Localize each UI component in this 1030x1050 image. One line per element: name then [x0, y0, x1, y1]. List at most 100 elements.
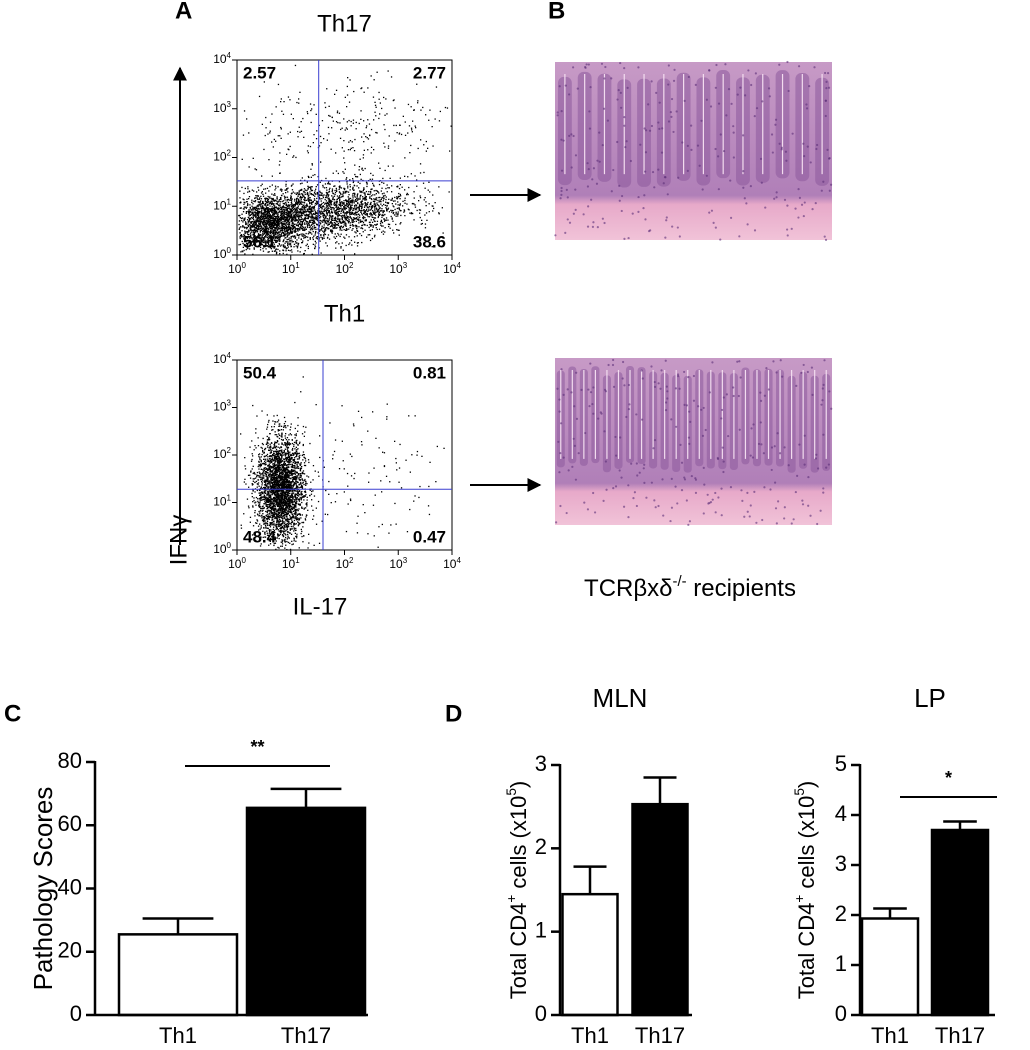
nucleus	[680, 461, 684, 464]
cell-dot	[359, 220, 362, 223]
cell-dot	[349, 222, 351, 224]
cell-dot	[388, 198, 390, 200]
cell-dot	[274, 507, 277, 509]
cell-dot	[326, 209, 329, 211]
cell-dot	[302, 213, 304, 215]
nucleus	[558, 398, 561, 401]
cell-dot	[365, 210, 367, 212]
nucleus	[729, 216, 733, 220]
cell-dot	[404, 202, 406, 204]
cell-dot	[318, 229, 320, 231]
cell-dot	[300, 130, 303, 132]
cell-dot	[362, 189, 364, 192]
nucleus	[770, 446, 774, 449]
nucleus	[746, 491, 749, 494]
nucleus	[819, 509, 822, 512]
cell-dot	[308, 200, 310, 202]
cell-dot	[314, 244, 316, 246]
nucleus	[744, 94, 747, 97]
cell-dot	[419, 163, 422, 165]
cell-dot	[273, 468, 275, 470]
cell-dot	[343, 224, 345, 226]
cell-dot	[277, 231, 279, 233]
cell-dot	[343, 192, 345, 194]
cell-dot	[287, 219, 289, 222]
cell-dot	[295, 219, 298, 222]
cell-dot	[252, 226, 254, 228]
nucleus	[702, 406, 705, 410]
cell-dot	[317, 202, 319, 204]
cell-dot	[352, 223, 354, 226]
cell-dot	[313, 191, 316, 194]
cell-dot	[257, 210, 259, 212]
cell-dot	[379, 199, 381, 201]
cell-dot	[252, 230, 255, 232]
text-part: 10	[282, 262, 296, 276]
cell-dot	[279, 217, 281, 220]
cell-dot	[351, 244, 353, 246]
cell-dot	[289, 226, 292, 228]
cell-dot	[349, 210, 351, 212]
nucleus	[637, 66, 640, 69]
cell-dot	[320, 200, 322, 202]
cell-dot	[268, 251, 270, 253]
cell-dot	[342, 249, 344, 251]
cell-dot	[339, 226, 341, 229]
cell-dot	[355, 220, 357, 222]
cell-dot	[271, 228, 273, 230]
cell-dot	[301, 207, 303, 209]
cell-dot	[324, 102, 326, 104]
cell-dot	[273, 221, 275, 223]
cell-dot	[284, 220, 286, 223]
cell-dot	[251, 213, 253, 215]
cell-dot	[335, 187, 337, 190]
cell-dot	[307, 175, 309, 178]
cell-dot	[323, 227, 325, 229]
cell-dot	[270, 221, 272, 223]
cell-dot	[277, 224, 280, 227]
nucleus	[618, 184, 621, 187]
cell-dot	[372, 226, 374, 228]
nucleus	[683, 370, 686, 374]
nucleus	[574, 478, 578, 481]
cell-dot	[341, 242, 343, 244]
cell-dot	[279, 135, 281, 137]
cell-dot	[316, 202, 318, 204]
cell-dot	[300, 215, 302, 217]
cell-dot	[296, 214, 298, 216]
cell-dot	[417, 147, 419, 150]
cell-dot	[386, 208, 388, 210]
cell-dot	[377, 216, 379, 219]
panel-label: A	[175, 0, 192, 24]
nucleus	[635, 504, 638, 508]
cell-dot	[287, 249, 290, 251]
cell-dot	[350, 204, 352, 206]
cell-dot	[273, 226, 276, 229]
cell-dot	[280, 213, 282, 215]
cell-dot	[424, 227, 427, 229]
cell-dot	[275, 513, 277, 515]
cell-dot	[276, 198, 278, 200]
cell-dot	[353, 204, 356, 207]
cell-dot	[275, 216, 277, 218]
cell-dot	[401, 186, 403, 188]
nucleus	[662, 182, 665, 185]
cell-dot	[286, 205, 288, 208]
cell-dot	[273, 208, 276, 210]
cell-dot	[254, 235, 256, 237]
cell-dot	[378, 212, 380, 214]
cell-dot	[300, 209, 303, 211]
cell-dot	[367, 193, 369, 195]
cell-dot	[276, 196, 278, 198]
cell-dot	[328, 218, 330, 220]
cell-dot	[284, 228, 286, 230]
nucleus	[586, 508, 590, 511]
cell-dot	[364, 202, 366, 204]
cell-dot	[312, 194, 315, 196]
nucleus	[720, 487, 723, 490]
nucleus	[759, 421, 762, 424]
cell-dot	[311, 217, 314, 219]
cell-dot	[307, 233, 309, 235]
cell-dot	[252, 217, 254, 219]
cell-dot	[290, 216, 292, 218]
